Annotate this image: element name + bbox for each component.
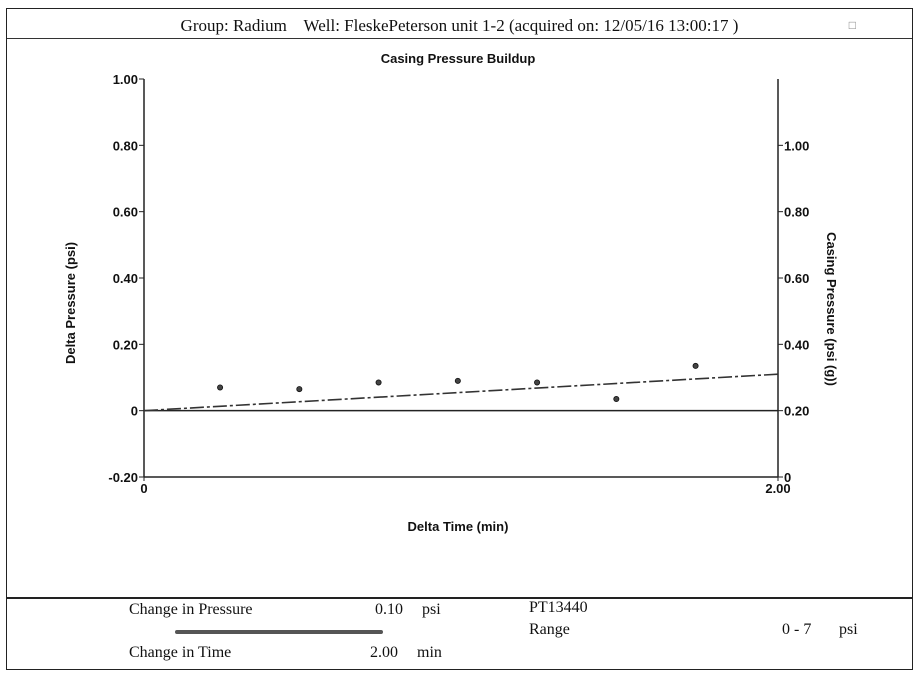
range-label: Range <box>529 621 570 638</box>
header-line: Group: Radium Well: FleskePeterson unit … <box>7 16 912 36</box>
y2-tick-label: 0.60 <box>784 271 809 286</box>
y-axis-label: Delta Pressure (psi) <box>63 242 78 364</box>
summary-panel: Change in Pressure 0.10 psi Change in Ti… <box>7 585 912 671</box>
pressure-line-swatch <box>175 630 383 634</box>
chart-marks <box>143 362 779 412</box>
well-value: FleskePeterson unit 1-2 <box>344 16 505 35</box>
change-pressure-unit: psi <box>422 601 441 618</box>
data-point <box>375 379 382 386</box>
data-point <box>217 384 224 391</box>
data-point <box>613 396 620 403</box>
group-value: Radium <box>232 16 287 35</box>
change-time-label: Change in Time <box>129 644 232 661</box>
y2-tick-label: 0.80 <box>784 205 809 220</box>
data-point <box>534 379 541 386</box>
well-label: Well: <box>303 16 340 35</box>
acquired-timestamp: (acquired on: 12/05/16 13:00:17 ) <box>508 16 739 35</box>
chart-ticks: 1.000.800.600.400.200-0.201.000.800.600.… <box>108 72 809 496</box>
y-tick-label: 0.80 <box>113 138 138 153</box>
change-time-value: 2.00 <box>370 644 398 661</box>
chart-axes <box>143 79 779 478</box>
trend-line <box>143 373 779 412</box>
x-axis-label: Delta Time (min) <box>408 519 509 534</box>
group-label: Group: <box>180 16 229 35</box>
y2-tick-label: 1.00 <box>784 138 809 153</box>
data-point <box>454 377 461 384</box>
change-time-unit: min <box>417 644 442 661</box>
chart-title: Casing Pressure Buildup <box>381 51 536 66</box>
y2-tick-label: 0.40 <box>784 337 809 352</box>
y2-tick-label: 0.20 <box>784 404 809 419</box>
y-tick-label: -0.20 <box>108 470 138 485</box>
y2-tick-label: 0 <box>784 470 791 485</box>
range-value: 0 - 7 <box>782 621 812 638</box>
change-pressure-label: Change in Pressure <box>129 601 253 618</box>
y-tick-label: 0.20 <box>113 337 138 352</box>
x-tick-label: 2.00 <box>765 481 790 496</box>
y-tick-label: 0.40 <box>113 271 138 286</box>
page-mark-icon: □ <box>848 18 856 32</box>
data-point <box>296 386 303 393</box>
report-header: Group: Radium Well: FleskePeterson unit … <box>7 9 912 39</box>
x-tick-label: 0 <box>140 481 147 496</box>
y-tick-label: 0.60 <box>113 205 138 220</box>
sensor-id: PT13440 <box>529 599 588 616</box>
y2-axis-label: Casing Pressure (psi (g)) <box>824 232 839 386</box>
data-point <box>692 362 699 369</box>
pressure-chart: 1.000.800.600.400.200-0.201.000.800.600.… <box>63 51 839 534</box>
plot-area: 1.00 0.80 0.60 0.40 0.20 0 -0.20 1.00 0.80 0.60 0.… <box>7 39 912 599</box>
y-tick-label: 0 <box>131 404 138 419</box>
y-tick-label: 1.00 <box>113 72 138 87</box>
change-pressure-value: 0.10 <box>375 601 403 618</box>
report-frame: Group: Radium Well: FleskePeterson unit … <box>6 8 913 670</box>
range-unit: psi <box>839 621 858 638</box>
